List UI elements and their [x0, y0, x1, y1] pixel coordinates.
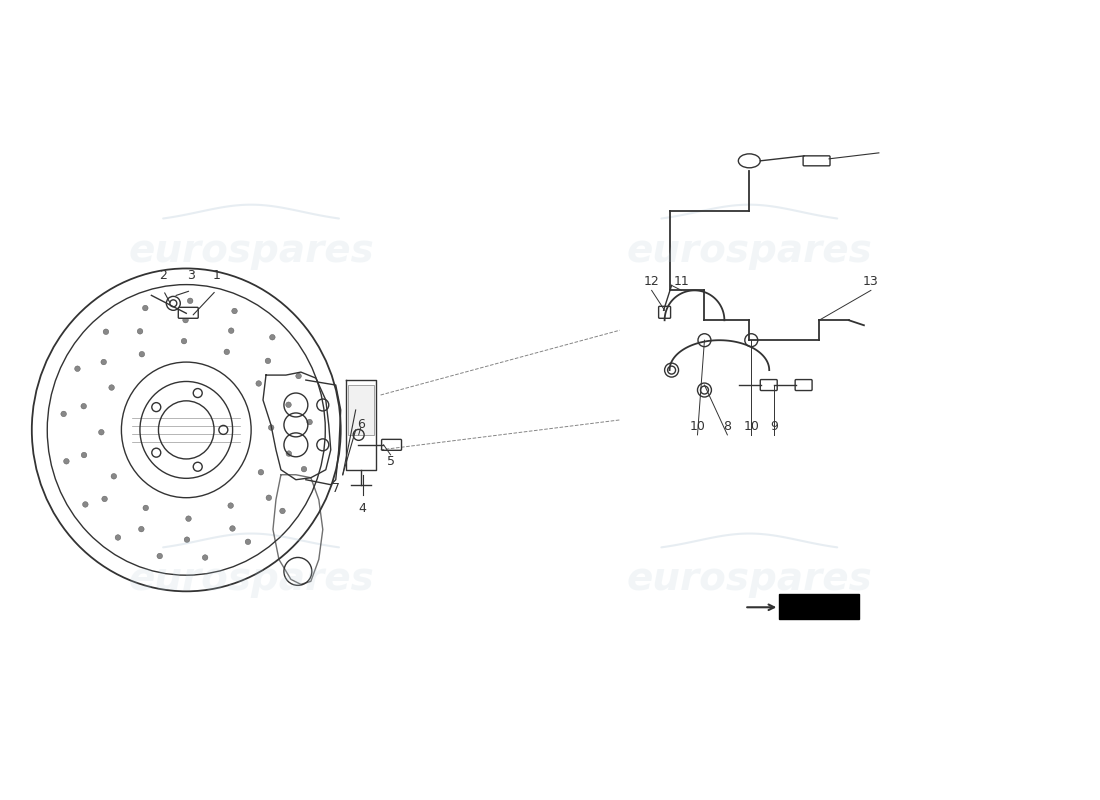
Circle shape — [111, 474, 117, 479]
Circle shape — [157, 554, 163, 559]
Circle shape — [82, 502, 88, 507]
Circle shape — [187, 298, 192, 304]
Circle shape — [256, 381, 262, 386]
FancyBboxPatch shape — [795, 379, 812, 390]
Circle shape — [143, 505, 148, 510]
Circle shape — [224, 349, 230, 354]
Circle shape — [81, 452, 87, 458]
Circle shape — [286, 451, 292, 456]
Text: 13: 13 — [864, 275, 879, 288]
Circle shape — [139, 526, 144, 532]
Text: 5: 5 — [386, 455, 395, 468]
Circle shape — [182, 338, 187, 344]
FancyBboxPatch shape — [382, 439, 402, 450]
Text: 10: 10 — [690, 420, 705, 433]
Circle shape — [266, 495, 272, 501]
Circle shape — [268, 425, 274, 430]
Text: 3: 3 — [187, 270, 195, 282]
Circle shape — [139, 351, 145, 357]
Circle shape — [81, 403, 87, 409]
FancyBboxPatch shape — [178, 307, 198, 318]
Circle shape — [60, 411, 66, 417]
FancyBboxPatch shape — [659, 306, 671, 318]
Polygon shape — [779, 594, 859, 619]
Circle shape — [307, 419, 312, 425]
Circle shape — [102, 496, 108, 502]
Circle shape — [265, 358, 271, 364]
Text: eurospares: eurospares — [626, 231, 872, 270]
Circle shape — [202, 554, 208, 560]
Circle shape — [296, 374, 301, 379]
Circle shape — [103, 329, 109, 334]
Text: 10: 10 — [744, 420, 759, 433]
Circle shape — [286, 402, 292, 407]
Circle shape — [116, 534, 121, 540]
Text: 1: 1 — [212, 270, 220, 282]
Text: 8: 8 — [724, 420, 732, 433]
Circle shape — [75, 366, 80, 371]
Text: 4: 4 — [359, 502, 366, 514]
FancyBboxPatch shape — [760, 379, 778, 390]
Circle shape — [101, 359, 107, 365]
Circle shape — [228, 503, 233, 508]
Text: eurospares: eurospares — [129, 560, 374, 598]
Text: 7: 7 — [332, 482, 340, 494]
Text: 9: 9 — [770, 420, 778, 433]
Circle shape — [301, 466, 307, 472]
Circle shape — [229, 328, 234, 334]
Circle shape — [186, 516, 191, 522]
Text: 11: 11 — [673, 275, 690, 288]
Text: 6: 6 — [356, 418, 364, 431]
Text: eurospares: eurospares — [129, 231, 374, 270]
Text: 12: 12 — [644, 275, 660, 288]
Circle shape — [232, 308, 238, 314]
Circle shape — [230, 526, 235, 531]
Polygon shape — [348, 385, 374, 435]
FancyBboxPatch shape — [803, 156, 830, 166]
Text: 2: 2 — [160, 270, 167, 282]
Circle shape — [183, 318, 188, 323]
Circle shape — [184, 537, 190, 542]
Circle shape — [138, 329, 143, 334]
Circle shape — [143, 306, 148, 311]
Circle shape — [270, 334, 275, 340]
Circle shape — [109, 385, 114, 390]
Text: eurospares: eurospares — [626, 560, 872, 598]
Circle shape — [258, 470, 264, 475]
Circle shape — [99, 430, 104, 435]
Circle shape — [64, 458, 69, 464]
Circle shape — [279, 508, 285, 514]
Circle shape — [245, 539, 251, 545]
